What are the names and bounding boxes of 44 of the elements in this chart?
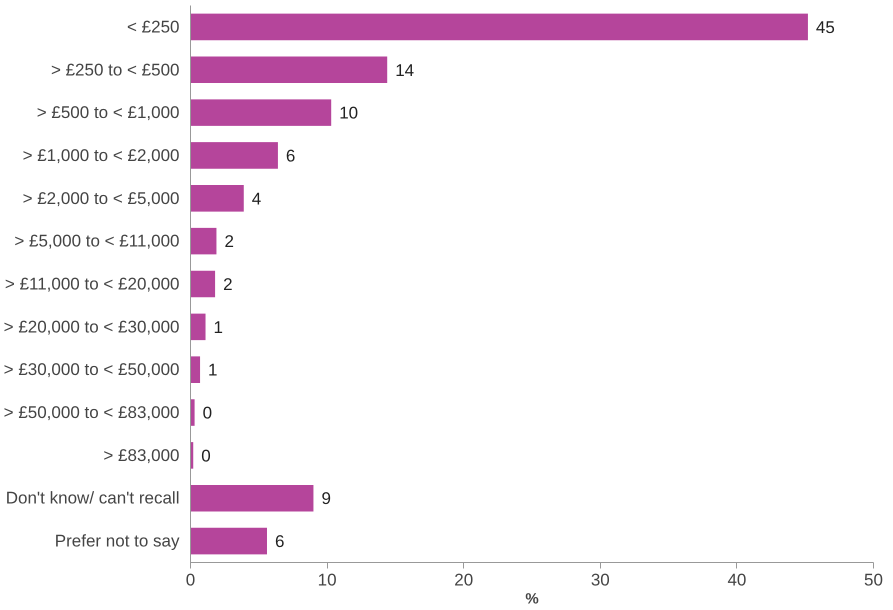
x-tick-label: 20 <box>454 570 474 590</box>
data-label: 2 <box>224 232 234 252</box>
x-tick-label: 10 <box>318 570 337 590</box>
bar <box>190 14 808 40</box>
bar <box>190 99 332 126</box>
data-label: 9 <box>321 489 331 508</box>
x-tick-label: 50 <box>864 570 883 590</box>
y-tick-label: > £11,000 to < £20,000 <box>4 274 180 294</box>
data-label: 6 <box>286 146 296 166</box>
y-tick-label: Prefer not to say <box>54 532 180 551</box>
bar <box>190 142 278 169</box>
data-label: 6 <box>274 532 284 552</box>
data-label: 0 <box>202 404 212 423</box>
data-label: 0 <box>201 446 211 466</box>
x-tick-label: 0 <box>186 570 196 590</box>
x-tick-label: 40 <box>727 570 746 590</box>
y-tick-label: > £500 to < £1,000 <box>36 103 180 122</box>
y-tick-label: > £1,000 to < £2,000 <box>22 146 180 165</box>
bar <box>190 270 216 298</box>
bar <box>190 356 200 383</box>
y-tick-label: > £2,000 to < £5,000 <box>22 188 180 208</box>
y-tick-label: > £83,000 <box>103 446 180 465</box>
y-tick-label: > £50,000 to < £83,000 <box>4 403 180 422</box>
bar <box>190 56 388 84</box>
bar <box>190 185 244 212</box>
data-label: 45 <box>816 18 835 37</box>
data-label: 10 <box>339 104 358 123</box>
y-tick-label: > £30,000 to < £50,000 <box>4 360 180 380</box>
bar <box>190 484 314 512</box>
x-axis-title: % <box>525 590 539 608</box>
x-tick-label: 30 <box>590 570 610 590</box>
data-label: 2 <box>223 275 233 294</box>
y-tick-label: > £5,000 to < £11,000 <box>14 232 180 251</box>
y-tick-label: < £250 <box>127 17 180 36</box>
y-tick-label: Don't know/ can't recall <box>6 488 180 508</box>
y-tick-label: > £250 to < £500 <box>50 60 180 80</box>
data-label: 4 <box>252 189 262 208</box>
data-label: 1 <box>208 360 218 380</box>
bar <box>190 528 267 554</box>
y-tick-label: > £20,000 to < £30,000 <box>4 317 180 336</box>
data-label: 14 <box>395 60 414 80</box>
bar <box>190 228 216 254</box>
data-label: 1 <box>214 318 223 337</box>
bar <box>190 314 206 340</box>
